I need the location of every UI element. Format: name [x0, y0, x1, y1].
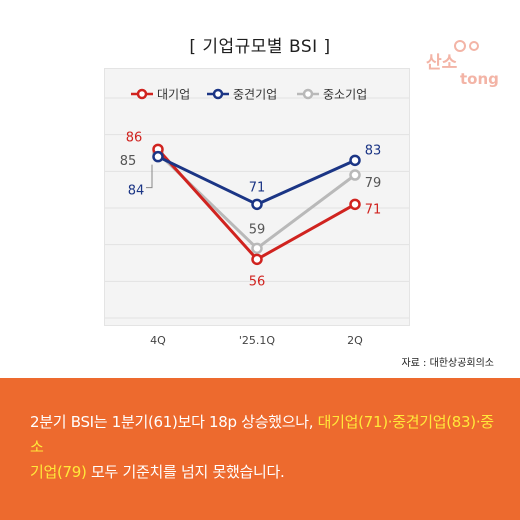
caption-highlight2: 기업(79)	[30, 463, 87, 481]
x-tick-label-0: 4Q	[150, 334, 166, 347]
data-label-1-0: 84	[128, 184, 145, 199]
data-label-2-2: 79	[365, 176, 382, 191]
caption-banner	[0, 378, 520, 520]
caption-text: 2분기 BSI는 1분기(61)보다 18p 상승했으나, 대기업(71)·중견…	[30, 410, 500, 485]
data-label-0-2: 71	[365, 202, 382, 217]
chart-title: [ 기업규모별 BSI ]	[189, 37, 331, 57]
svg-text:산소: 산소	[426, 53, 458, 73]
data-point-1-0	[152, 150, 164, 163]
data-label-2-0: 85	[120, 154, 137, 169]
data-point-2-1	[251, 242, 263, 255]
data-label-0-1: 56	[249, 274, 266, 289]
data-point-0-2	[349, 198, 361, 211]
svg-text:tong: tong	[460, 70, 499, 88]
data-point-0-1	[251, 253, 263, 266]
data-point-1-2	[349, 154, 361, 167]
legend-label-1: 중견기업	[233, 88, 277, 102]
source-note: 자료 : 대한상공회의소	[401, 358, 494, 369]
data-label-1-1: 71	[249, 180, 266, 195]
legend-label-0: 대기업	[157, 88, 190, 102]
santong-logo: 산소 tong	[426, 40, 499, 88]
caption-part2: 모두 기준치를 넘지 못했습니다.	[86, 463, 285, 481]
data-label-0-0: 86	[126, 130, 143, 145]
x-tick-label-1: '25.1Q	[239, 334, 276, 347]
data-label-1-2: 83	[365, 143, 382, 158]
leader-line	[146, 164, 153, 189]
legend-marker-0	[136, 88, 148, 100]
chart-plot-area	[104, 68, 410, 326]
caption-highlight1: 대기업(71)·중견기업(83)·중소	[30, 413, 494, 456]
x-tick-label-2: 2Q	[347, 334, 363, 347]
legend-marker-2	[302, 88, 314, 100]
data-label-2-1: 59	[249, 222, 266, 237]
legend-label-2: 중소기업	[323, 88, 367, 102]
data-point-2-2	[349, 169, 361, 181]
data-point-1-1	[251, 198, 263, 211]
line-chart: 대기업 중견기업 중소기업 4Q '25.1Q 2Q 86 56 71 84 71 83 85 59 79	[105, 88, 409, 347]
legend-marker-1	[212, 88, 224, 100]
caption-part1: 2분기 BSI는 1분기(61)보다 18p 상승했으나,	[30, 413, 318, 431]
